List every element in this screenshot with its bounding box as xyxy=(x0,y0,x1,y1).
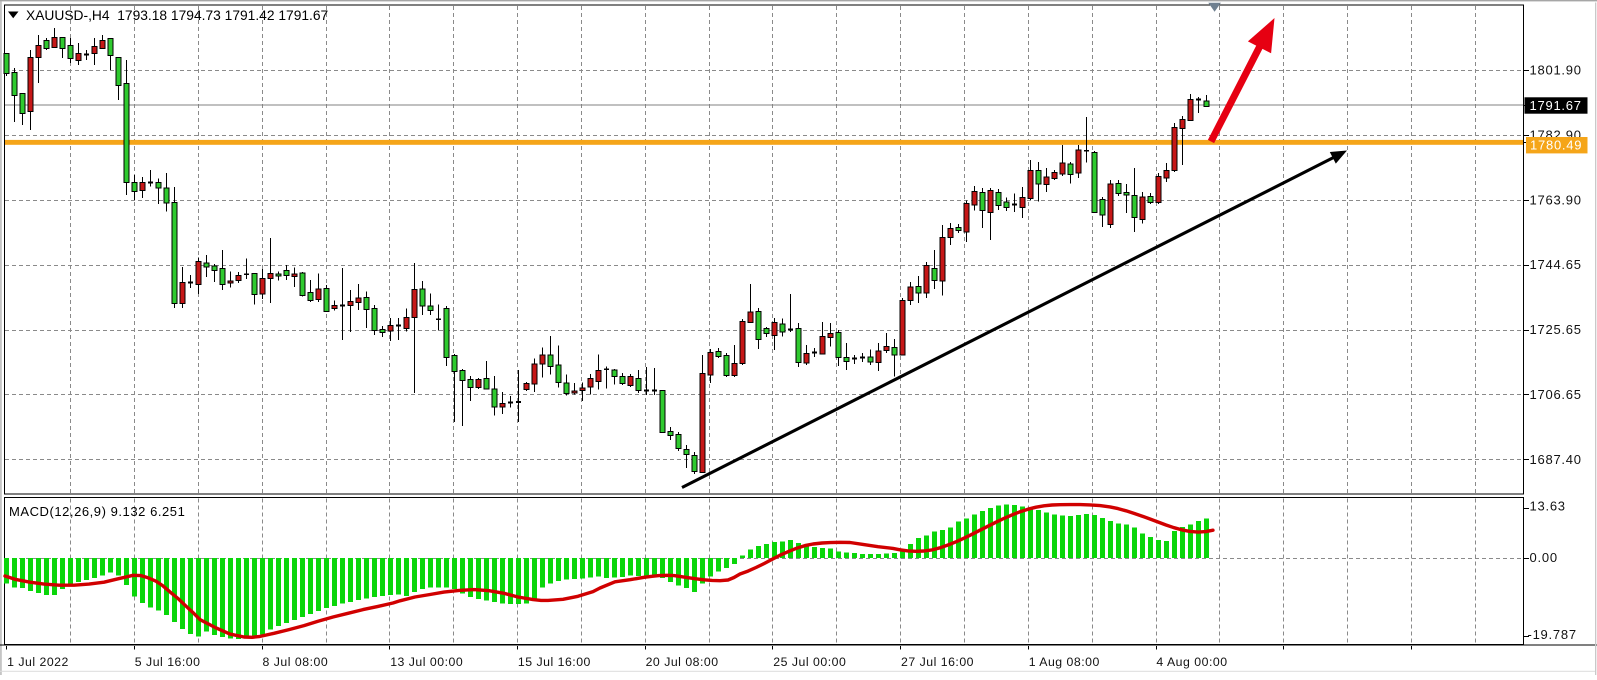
svg-text:MACD(12,26,9) 9.132 6.251: MACD(12,26,9) 9.132 6.251 xyxy=(9,504,185,519)
svg-text:0.00: 0.00 xyxy=(1530,550,1558,565)
svg-text:XAUUSD-,H4 1793.18 1794.73 17: XAUUSD-,H4 1793.18 1794.73 1791.42 1791.… xyxy=(26,8,328,23)
svg-text:13 Jul 00:00: 13 Jul 00:00 xyxy=(390,655,463,669)
svg-text:1791.67: 1791.67 xyxy=(1530,98,1582,113)
svg-text:1744.65: 1744.65 xyxy=(1530,257,1582,272)
svg-text:20 Jul 08:00: 20 Jul 08:00 xyxy=(646,655,719,669)
svg-text:1 Aug 08:00: 1 Aug 08:00 xyxy=(1029,655,1100,669)
svg-text:1801.90: 1801.90 xyxy=(1530,63,1582,78)
svg-text:13.63: 13.63 xyxy=(1530,499,1566,514)
svg-text:1763.90: 1763.90 xyxy=(1530,192,1582,207)
svg-text:1725.65: 1725.65 xyxy=(1530,322,1582,337)
svg-text:1706.65: 1706.65 xyxy=(1530,387,1582,402)
svg-text:1 Jul 2022: 1 Jul 2022 xyxy=(7,655,69,669)
svg-text:15 Jul 16:00: 15 Jul 16:00 xyxy=(518,655,591,669)
svg-text:-19.787: -19.787 xyxy=(1528,627,1577,642)
svg-text:1780.49: 1780.49 xyxy=(1530,138,1582,153)
svg-text:25 Jul 00:00: 25 Jul 00:00 xyxy=(773,655,846,669)
svg-text:4 Aug 00:00: 4 Aug 00:00 xyxy=(1156,655,1227,669)
svg-text:5 Jul 16:00: 5 Jul 16:00 xyxy=(135,655,201,669)
svg-text:27 Jul 16:00: 27 Jul 16:00 xyxy=(901,655,974,669)
svg-text:8 Jul 08:00: 8 Jul 08:00 xyxy=(263,655,329,669)
svg-text:1687.40: 1687.40 xyxy=(1530,452,1582,467)
